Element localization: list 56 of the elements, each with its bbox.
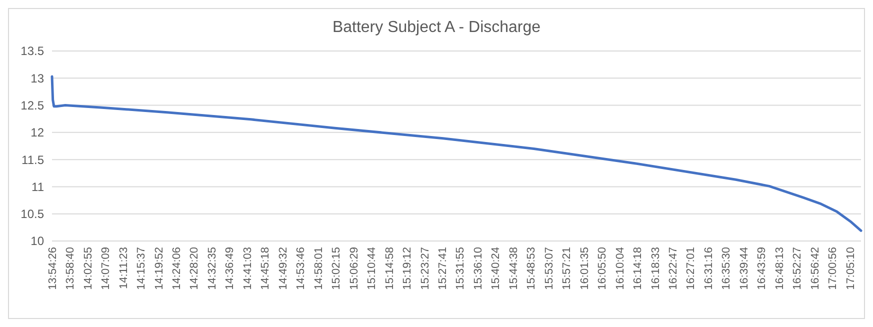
x-tick-label: 16:05:50 bbox=[596, 247, 609, 290]
x-tick-label: 15:44:38 bbox=[508, 247, 520, 290]
x-tick-label: 14:19:52 bbox=[153, 247, 166, 290]
x-tick-label: 16:01:35 bbox=[578, 247, 591, 290]
x-tick-label: 14:11:23 bbox=[118, 247, 130, 290]
y-tick-label: 13.5 bbox=[20, 44, 44, 58]
line-series bbox=[50, 75, 862, 232]
x-tick-label: 16:31:16 bbox=[703, 247, 715, 290]
x-tick-label: 16:10:04 bbox=[614, 247, 626, 290]
x-tick-label: 14:02:55 bbox=[82, 247, 94, 290]
x-tick-label: 16:56:42 bbox=[809, 247, 822, 290]
x-tick-label: 14:58:01 bbox=[312, 247, 325, 290]
x-tick-label: 14:32:35 bbox=[206, 247, 218, 290]
x-tick-label: 15:02:15 bbox=[330, 247, 343, 290]
x-tick-label: 15:10:44 bbox=[366, 247, 378, 290]
x-tick-label: 15:31:55 bbox=[454, 247, 467, 290]
x-tick-label: 16:48:13 bbox=[774, 247, 786, 290]
x-tick-label: 16:35:30 bbox=[720, 247, 733, 290]
y-tick-label: 11.5 bbox=[22, 152, 44, 167]
y-tick-label: 13 bbox=[30, 71, 44, 86]
y-tick-label: 11 bbox=[32, 180, 44, 194]
x-tick-label: 16:52:27 bbox=[792, 247, 804, 290]
x-tick-label: 14:07:09 bbox=[100, 247, 112, 290]
x-tick-label: 15:27:41 bbox=[436, 247, 449, 290]
x-tick-label: 15:53:07 bbox=[543, 247, 556, 290]
x-tick-label: 14:36:49 bbox=[224, 247, 236, 290]
x-tick-label: 14:15:37 bbox=[135, 247, 148, 290]
x-tick-label: 17:05:10 bbox=[844, 247, 857, 290]
x-tick-label: 15:57:21 bbox=[561, 247, 574, 290]
x-tick-label: 13:58:40 bbox=[64, 247, 77, 290]
x-tick-label: 17:00:56 bbox=[827, 247, 840, 290]
y-tick-label: 10.5 bbox=[20, 207, 44, 222]
y-tick-label: 12 bbox=[30, 126, 44, 140]
y-tick-label: 10 bbox=[30, 234, 44, 248]
chart-title: Battery Subject A - Discharge bbox=[332, 19, 541, 36]
x-tick-label: 15:23:27 bbox=[419, 247, 432, 290]
x-tick-label: 15:48:53 bbox=[526, 247, 538, 290]
x-tick-label: 16:18:33 bbox=[650, 247, 662, 290]
x-tick-label: 15:40:24 bbox=[490, 247, 502, 290]
x-tick-label: 14:41:03 bbox=[242, 247, 254, 290]
x-tick-label: 15:36:10 bbox=[472, 247, 484, 290]
x-tick-label: 16:43:59 bbox=[756, 247, 768, 290]
x-tick-label: 14:24:06 bbox=[170, 247, 183, 290]
x-tick-label: 16:14:18 bbox=[632, 247, 644, 290]
x-tick-label: 15:14:58 bbox=[384, 247, 396, 290]
x-tick-label: 16:22:47 bbox=[668, 247, 680, 290]
x-tick-label: 15:19:12 bbox=[401, 247, 414, 290]
x-tick-label: 16:27:01 bbox=[685, 247, 698, 290]
x-tick-label: 14:49:32 bbox=[277, 247, 290, 290]
y-tick-label: 12.5 bbox=[20, 98, 44, 112]
x-tick-label: 14:45:18 bbox=[260, 247, 272, 290]
x-tick-label: 15:06:29 bbox=[348, 247, 360, 290]
x-tick-label: 14:28:20 bbox=[188, 247, 201, 290]
x-tick-label: 16:39:44 bbox=[738, 247, 750, 290]
x-tick-label: 13:54:26 bbox=[46, 247, 59, 290]
x-tick-label: 14:53:46 bbox=[295, 247, 308, 290]
